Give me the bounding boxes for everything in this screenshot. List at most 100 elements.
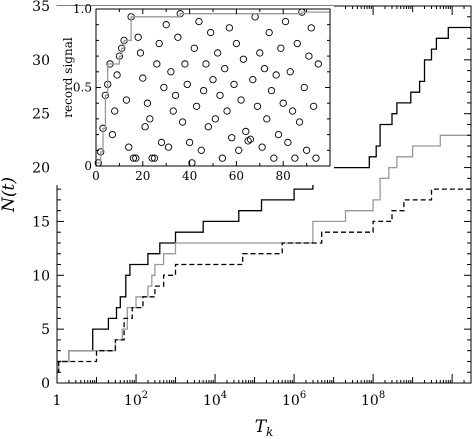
inset-data-point [223,107,231,115]
inset-points-group [94,8,322,167]
inset-data-point [153,60,161,68]
inset-data-point [129,154,138,162]
inset-data-point [286,68,294,76]
inset-y-ticks: 0 0.5 1.0 [73,2,330,173]
series-line-3 [57,188,471,373]
inset-data-point [225,24,234,32]
inset-data-point [256,49,264,57]
inset-data-point [143,99,152,107]
inset-data-point [253,102,262,110]
inset-data-point [239,55,248,63]
inset-data-point [122,96,131,104]
inset-data-point [272,71,280,79]
inset-data-point [291,154,299,162]
y-tick-label: 35 [32,0,50,15]
inset-data-point [190,44,198,52]
main-series-group [57,26,471,373]
y-tick-label: 5 [41,322,50,338]
inset-data-point [141,123,149,131]
inset-data-point [246,135,255,143]
inset-data-point [136,49,145,57]
inset-data-point [192,102,201,110]
inset-data-point [199,86,208,95]
inset-data-point [178,118,187,126]
inset-data-point [235,146,243,154]
inset-x-tick-label: 20 [135,169,150,183]
inset-data-point [157,138,166,147]
y-tick-label: 30 [32,53,50,69]
inset-y-tick-label: 0.5 [73,81,92,95]
inset-data-point [171,91,180,100]
inset-data-point [113,71,121,79]
inset-x-tick-label: 0 [92,169,100,183]
inset-data-point [169,107,177,115]
inset-data-point [160,83,168,92]
inset-data-point [132,154,140,162]
x-tick-label: 1 [53,393,62,409]
inset-data-point [218,154,227,162]
inset-data-point [260,65,269,73]
inset-data-point [302,146,311,154]
inset-data-point [277,44,285,52]
inset-x-tick-label: 60 [229,169,244,183]
inset-data-point [134,33,142,41]
inset-data-point [209,76,217,84]
inset-data-point [202,60,210,68]
inset-plot: 0 20 40 60 80 0 0.5 1.0 record signal [56,2,334,185]
y-tick-label: 25 [32,107,50,123]
inset-x-ticks: 0 20 40 60 80 [92,9,331,183]
x-tick-label: 106 [282,390,306,409]
inset-data-point [263,115,271,123]
inset-data-point [146,115,154,123]
inset-data-point [293,39,301,48]
inset-data-point [228,134,236,142]
inset-data-point [270,154,278,162]
inset-y-tick-label: 0 [84,159,92,173]
inset-data-point [258,143,266,151]
inset-y-tick-label: 1.0 [73,2,92,16]
inset-data-point [111,107,119,115]
inset-data-point [284,138,292,147]
inset-data-point [207,28,215,37]
y-tick-label: 20 [32,161,50,177]
x-tick-label: 102 [124,390,148,409]
y-tick-label: 10 [32,268,50,284]
inset-data-point [185,138,194,147]
inset-data-point [281,17,290,26]
inset-data-point [267,86,276,95]
inset-data-point [197,146,205,154]
inset-data-point [249,76,257,84]
inset-data-point [314,60,322,68]
inset-data-point [162,21,170,29]
y-axis-label: N(t) [0,177,19,213]
inset-x-tick-label: 40 [182,169,197,183]
inset-data-point [174,33,182,41]
inset-data-point [221,65,229,73]
inset-data-point [211,115,219,123]
inset-x-tick-label: 80 [276,169,291,183]
inset-data-point [230,80,238,89]
inset-data-point [237,96,245,104]
inset-data-point [214,49,222,57]
x-tick-label: 108 [361,390,385,409]
inset-data-point [155,39,163,48]
inset-data-point [305,52,313,60]
inset-data-point [265,28,273,37]
inset-data-point [279,99,287,107]
series-line-2 [57,134,471,373]
x-tick-label: 104 [203,390,227,409]
y-tick-label: 0 [41,376,50,392]
inset-y-axis-label: record signal [61,37,75,118]
inset-data-point [150,154,159,162]
inset-data-point [204,123,212,131]
inset-record-line [96,11,330,164]
series-line-1 [57,26,471,373]
inset-data-point [312,154,320,162]
inset-data-point [167,68,175,76]
inset-data-point [232,39,241,48]
inset-data-point [195,17,203,26]
inset-data-point [307,24,315,32]
inset-data-point [125,143,133,151]
inset-data-point [274,130,283,139]
